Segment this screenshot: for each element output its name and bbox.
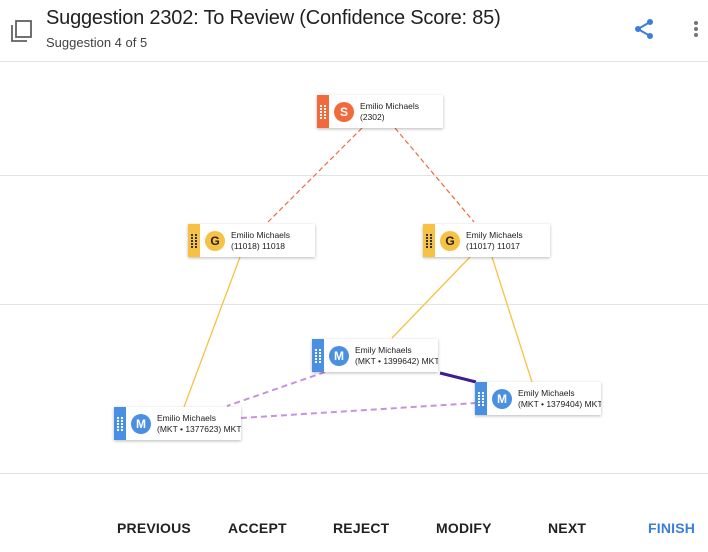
reject-button[interactable]: REJECT (333, 520, 390, 536)
copy-icon (11, 20, 32, 42)
drag-handle-icon[interactable] (114, 407, 126, 440)
modify-button[interactable]: MODIFY (436, 520, 492, 536)
drag-handle-icon[interactable] (475, 382, 487, 415)
drag-handle-icon[interactable] (312, 339, 324, 372)
avatar: G (440, 230, 460, 251)
drag-handle-icon[interactable] (423, 224, 435, 257)
edge-solid-yellow (391, 256, 471, 339)
edge-dashed-purple (240, 402, 477, 419)
share-icon[interactable] (632, 17, 656, 41)
next-button[interactable]: NEXT (548, 520, 587, 536)
page-title: Suggestion 2302: To Review (Confidence S… (46, 7, 501, 29)
header: Suggestion 2302: To Review (Confidence S… (0, 0, 708, 61)
node-name: Emilio Michaels (231, 229, 291, 240)
node-id: (MKT • 1379404) MKT (518, 398, 601, 409)
graph-node-golden[interactable]: G Emilio Michaels (11018) 11018 (188, 224, 315, 257)
edge-dashed-purple (226, 371, 326, 407)
drag-handle-icon[interactable] (317, 95, 329, 128)
edge-solid-yellow (183, 256, 241, 408)
avatar: M (329, 345, 349, 366)
drag-handle-icon[interactable] (188, 224, 200, 257)
node-name: Emilio Michaels (157, 412, 217, 423)
node-name: Emily Michaels (466, 229, 523, 240)
graph-node-golden[interactable]: G Emily Michaels (11017) 11017 (423, 224, 550, 257)
node-id: (MKT • 1399642) MKT (355, 355, 438, 366)
more-vert-icon[interactable] (688, 17, 704, 41)
avatar: M (131, 413, 151, 434)
node-id: (11018) 11018 (231, 240, 286, 251)
avatar: G (205, 230, 225, 251)
graph-node-member[interactable]: M Emilio Michaels (MKT • 1377623) MKT (114, 407, 241, 440)
tier-divider (0, 175, 708, 176)
node-id: (11017) 11017 (466, 240, 521, 251)
graph-node-member[interactable]: M Emily Michaels (MKT • 1379404) MKT (475, 382, 601, 415)
avatar: M (492, 388, 512, 409)
node-id: (2302) (360, 111, 385, 122)
edge-solid-dark-purple (439, 371, 477, 384)
graph-node-suggestion[interactable]: S Emilio Michaels (2302) (317, 95, 443, 128)
edge-solid-yellow (491, 256, 533, 383)
node-id: (MKT • 1377623) MKT (157, 423, 241, 434)
avatar: S (334, 101, 354, 122)
node-name: Emily Michaels (518, 387, 575, 398)
finish-button[interactable]: FINISH (648, 520, 696, 536)
graph-node-member[interactable]: M Emily Michaels (MKT • 1399642) MKT (312, 339, 438, 372)
accept-button[interactable]: ACCEPT (228, 520, 287, 536)
divider (0, 61, 708, 62)
node-name: Emily Michaels (355, 344, 412, 355)
page-subtitle: Suggestion 4 of 5 (46, 35, 148, 50)
previous-button[interactable]: PREVIOUS (117, 520, 191, 536)
action-bar: PREVIOUS ACCEPT REJECT MODIFY NEXT FINIS… (0, 505, 708, 552)
tier-divider (0, 304, 708, 305)
divider (0, 473, 708, 474)
node-name: Emilio Michaels (360, 100, 420, 111)
